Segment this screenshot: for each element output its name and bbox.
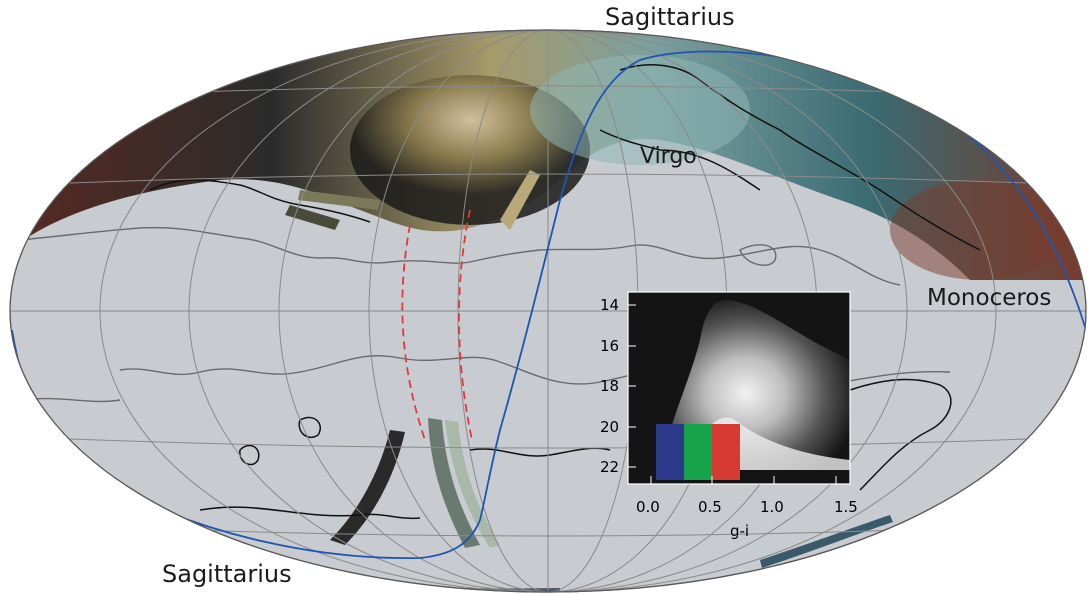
inset-ytick: 22 — [600, 458, 619, 476]
inset-xtick: 1.5 — [834, 498, 858, 516]
stripe-fragment — [500, 170, 540, 230]
label-sagittarius-top: Sagittarius — [605, 3, 735, 31]
south-stripe — [330, 430, 405, 545]
inset-ytick: 20 — [600, 418, 619, 436]
density-contour-black — [149, 179, 371, 223]
density-contour — [19, 226, 901, 286]
density-contour-black — [849, 378, 952, 491]
density-contour — [739, 244, 777, 266]
south-stripe — [445, 420, 500, 548]
inset-ytick: 16 — [600, 337, 619, 355]
inset-ytick: 18 — [600, 377, 619, 395]
inset-panel — [627, 291, 851, 485]
label-monoceros: Monoceros — [927, 285, 1051, 311]
monoceros-glow — [890, 180, 1070, 280]
density-contour-black — [298, 416, 321, 439]
inset-xtick: 1.0 — [760, 498, 784, 516]
inset-xlabel: g-i — [730, 522, 749, 540]
inset-ytick: 14 — [600, 296, 619, 314]
inset-xtick: 0.5 — [698, 498, 722, 516]
stripe-fragment — [285, 205, 340, 230]
stripe-fragment — [298, 190, 380, 210]
density-contour-black — [619, 64, 981, 251]
inset-xtick: 0.0 — [636, 498, 660, 516]
color-band-green — [684, 424, 712, 480]
south-stripe — [428, 418, 480, 548]
color-band-blue — [656, 424, 684, 480]
color-band-red — [712, 424, 740, 480]
density-contour-black — [469, 447, 611, 457]
stream-track-dashed — [401, 224, 426, 441]
sgr-bright-arc — [530, 55, 750, 165]
label-sagittarius-bottom: Sagittarius — [162, 560, 292, 588]
sky-border — [9, 29, 1087, 593]
stream-track-dashed — [458, 209, 473, 441]
density-contour-black — [199, 506, 421, 520]
density-contour-black — [239, 444, 260, 466]
south-stripe — [760, 515, 893, 568]
label-virgo: Virgo — [640, 144, 697, 169]
